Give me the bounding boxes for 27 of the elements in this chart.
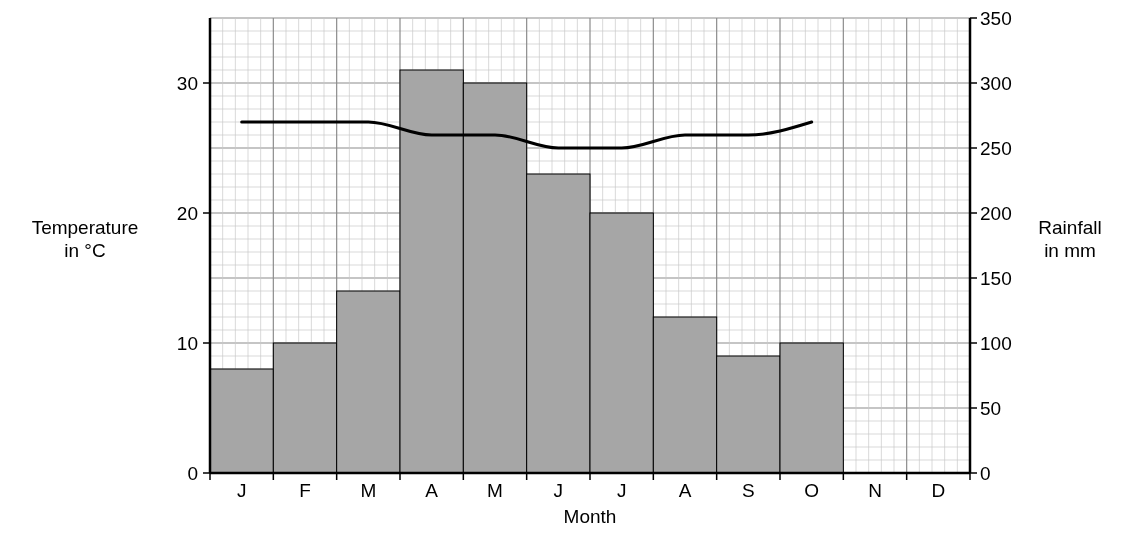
y-tick-label: 10	[176, 332, 198, 354]
y2-axis-title: Rainfall in mm	[1038, 216, 1102, 261]
y2-tick-label: 300	[980, 72, 1012, 94]
y2-tick-label: 250	[980, 137, 1012, 159]
y-tick-label: 20	[176, 202, 198, 224]
x-tick-label: M	[360, 480, 377, 501]
x-tick-label: F	[299, 480, 311, 501]
x-tick-label: A	[425, 480, 439, 501]
x-tick-label: J	[553, 480, 564, 501]
y2-tick-label: 150	[980, 267, 1012, 289]
y2-tick-label: 50	[980, 397, 1002, 419]
x-tick-label: J	[236, 480, 247, 501]
y2-tick-label: 350	[980, 7, 1012, 29]
y-tick-label: 0	[187, 462, 198, 484]
y2-tick-label: 0	[980, 462, 991, 484]
x-tick-label: N	[868, 480, 882, 501]
y2-tick-label: 100	[980, 332, 1012, 354]
x-tick-label: J	[616, 480, 627, 501]
x-tick-label: M	[487, 480, 503, 501]
x-axis-title: Month	[563, 506, 617, 527]
x-tick-label: A	[678, 480, 692, 501]
x-tick-label: D	[931, 480, 946, 501]
y-axis-title: Temperature in °C	[31, 216, 139, 261]
x-tick-label: S	[741, 480, 755, 501]
y-tick-label: 30	[176, 72, 198, 94]
y2-tick-label: 200	[980, 202, 1012, 224]
x-tick-label: O	[804, 480, 820, 501]
